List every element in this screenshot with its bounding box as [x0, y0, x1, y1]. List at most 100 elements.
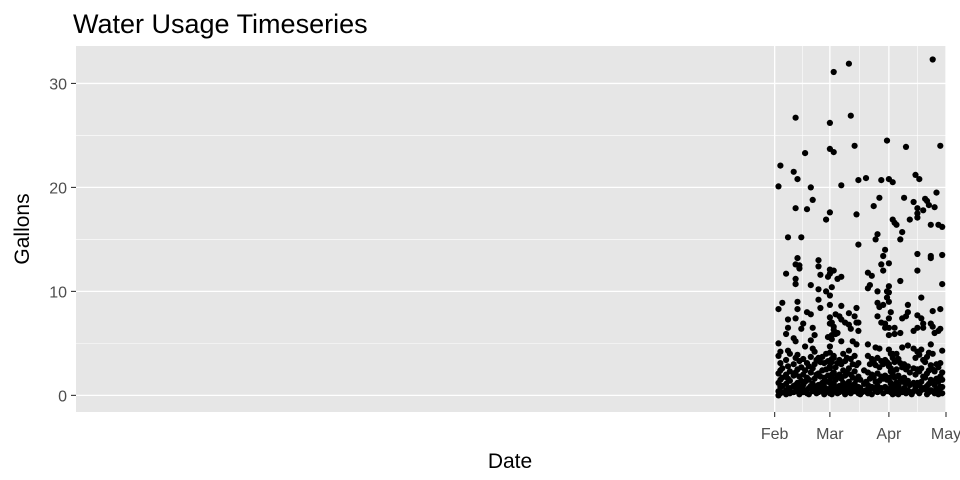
- data-point: [899, 344, 906, 351]
- data-point: [803, 206, 811, 213]
- data-point: [883, 137, 891, 144]
- data-point: [830, 68, 837, 76]
- data-point: [838, 338, 845, 345]
- data-point: [918, 346, 925, 353]
- data-point: [893, 350, 900, 357]
- data-point: [929, 56, 936, 63]
- data-point: [790, 361, 797, 368]
- data-point: [794, 306, 801, 313]
- data-point: [885, 315, 893, 322]
- x-axis-title: Date: [488, 450, 532, 473]
- data-point: [794, 351, 801, 358]
- data-point: [792, 315, 799, 322]
- data-point: [823, 288, 830, 295]
- data-point: [904, 342, 912, 349]
- data-point: [887, 309, 894, 316]
- data-point: [828, 319, 835, 326]
- data-point: [880, 267, 887, 274]
- data-point: [939, 223, 946, 230]
- data-point: [815, 296, 822, 303]
- data-point: [853, 304, 860, 312]
- data-point: [830, 370, 837, 377]
- data-point: [792, 205, 799, 212]
- data-point: [784, 324, 792, 331]
- data-point: [796, 265, 803, 272]
- data-point: [847, 325, 854, 332]
- y-tick-label: 20: [49, 180, 67, 197]
- data-point: [939, 383, 946, 391]
- y-axis-ticks: 0 10 20 30: [49, 76, 76, 405]
- data-point: [872, 236, 879, 243]
- data-point: [937, 360, 944, 367]
- data-point: [897, 277, 904, 285]
- data-point: [807, 311, 814, 318]
- data-point: [800, 355, 807, 363]
- data-point: [862, 175, 870, 182]
- data-point: [811, 332, 818, 339]
- data-point: [876, 345, 883, 352]
- data-point: [891, 330, 898, 338]
- data-point: [857, 376, 864, 383]
- data-point: [828, 284, 835, 291]
- data-point: [790, 168, 797, 175]
- data-point: [937, 306, 944, 313]
- data-point: [775, 306, 782, 313]
- y-tick-label: 30: [49, 76, 67, 93]
- data-point: [929, 323, 936, 330]
- data-point: [878, 261, 885, 268]
- data-point: [815, 286, 822, 293]
- data-point: [786, 377, 794, 384]
- data-point: [874, 313, 881, 320]
- data-point: [885, 260, 893, 267]
- data-point: [880, 301, 887, 308]
- data-point: [855, 360, 862, 367]
- data-point: [855, 241, 862, 248]
- data-point: [853, 211, 860, 218]
- data-point: [920, 207, 927, 214]
- data-point: [847, 112, 854, 119]
- data-point: [904, 301, 912, 308]
- x-tick-label: Apr: [876, 426, 902, 443]
- data-point: [805, 376, 813, 383]
- data-point: [878, 177, 885, 184]
- data-point: [826, 365, 834, 372]
- data-point: [826, 145, 834, 152]
- y-tick-label: 10: [49, 284, 67, 301]
- data-point: [792, 281, 799, 288]
- data-point: [826, 119, 834, 126]
- data-point: [779, 365, 786, 372]
- data-point: [783, 330, 790, 338]
- data-point: [912, 171, 919, 178]
- data-point: [830, 354, 837, 361]
- data-point: [845, 310, 853, 317]
- data-point: [794, 298, 801, 305]
- data-point: [855, 319, 862, 326]
- data-point: [916, 351, 923, 358]
- data-point: [906, 369, 913, 376]
- data-point: [855, 327, 862, 334]
- data-point: [870, 203, 877, 210]
- data-point: [784, 234, 792, 241]
- data-point: [838, 302, 845, 309]
- data-point: [931, 368, 938, 375]
- data-point: [775, 340, 782, 347]
- data-point: [794, 176, 801, 183]
- data-point: [807, 184, 814, 191]
- data-point: [851, 142, 858, 149]
- data-point: [823, 216, 830, 223]
- data-point: [914, 205, 921, 212]
- data-point: [777, 360, 784, 367]
- data-point: [885, 363, 893, 370]
- data-point: [851, 352, 858, 359]
- data-point: [779, 299, 786, 306]
- data-point: [868, 272, 875, 279]
- data-point: [916, 176, 923, 183]
- data-point: [798, 234, 805, 241]
- data-point: [874, 288, 881, 295]
- data-point: [904, 309, 912, 316]
- data-point: [851, 313, 858, 320]
- data-point: [929, 308, 936, 315]
- data-point: [855, 177, 862, 184]
- data-point: [927, 255, 934, 262]
- data-point: [815, 257, 822, 264]
